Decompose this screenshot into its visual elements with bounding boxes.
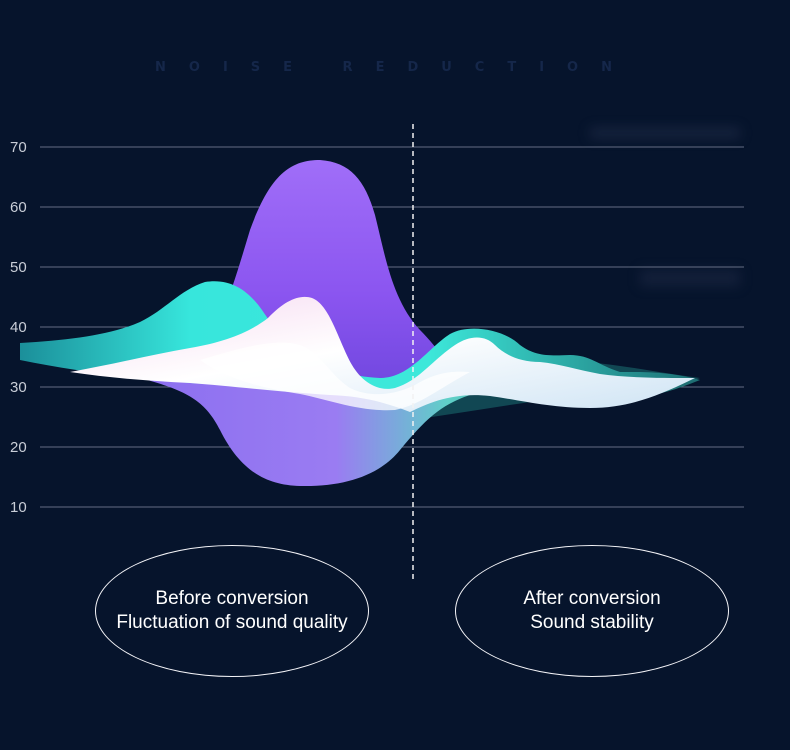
after-conversion-label: After conversion Sound stability [455, 545, 729, 677]
after-title: After conversion [523, 588, 661, 609]
background-glow [640, 270, 740, 286]
before-subtitle: Fluctuation of sound quality [116, 612, 348, 633]
background-glow [590, 128, 740, 138]
wave-white-ribbon [70, 296, 695, 412]
wave-layers [20, 160, 700, 487]
y-tick-label: 20 [10, 439, 27, 456]
wave-lower-body [140, 373, 700, 487]
y-tick-label: 30 [10, 379, 27, 396]
y-tick-labels: 10 20 30 40 50 60 70 [10, 139, 27, 516]
before-title: Before conversion [155, 588, 309, 609]
wave-highlight [200, 342, 470, 411]
y-tick-label: 10 [10, 499, 27, 516]
y-tick-label: 40 [10, 319, 27, 336]
y-tick-label: 50 [10, 259, 27, 276]
y-tick-label: 70 [10, 139, 27, 156]
after-subtitle: Sound stability [530, 612, 654, 633]
headline: NOISE REDUCTION [155, 60, 635, 75]
before-conversion-label: Before conversion Fluctuation of sound q… [95, 545, 369, 677]
y-tick-label: 60 [10, 199, 27, 216]
